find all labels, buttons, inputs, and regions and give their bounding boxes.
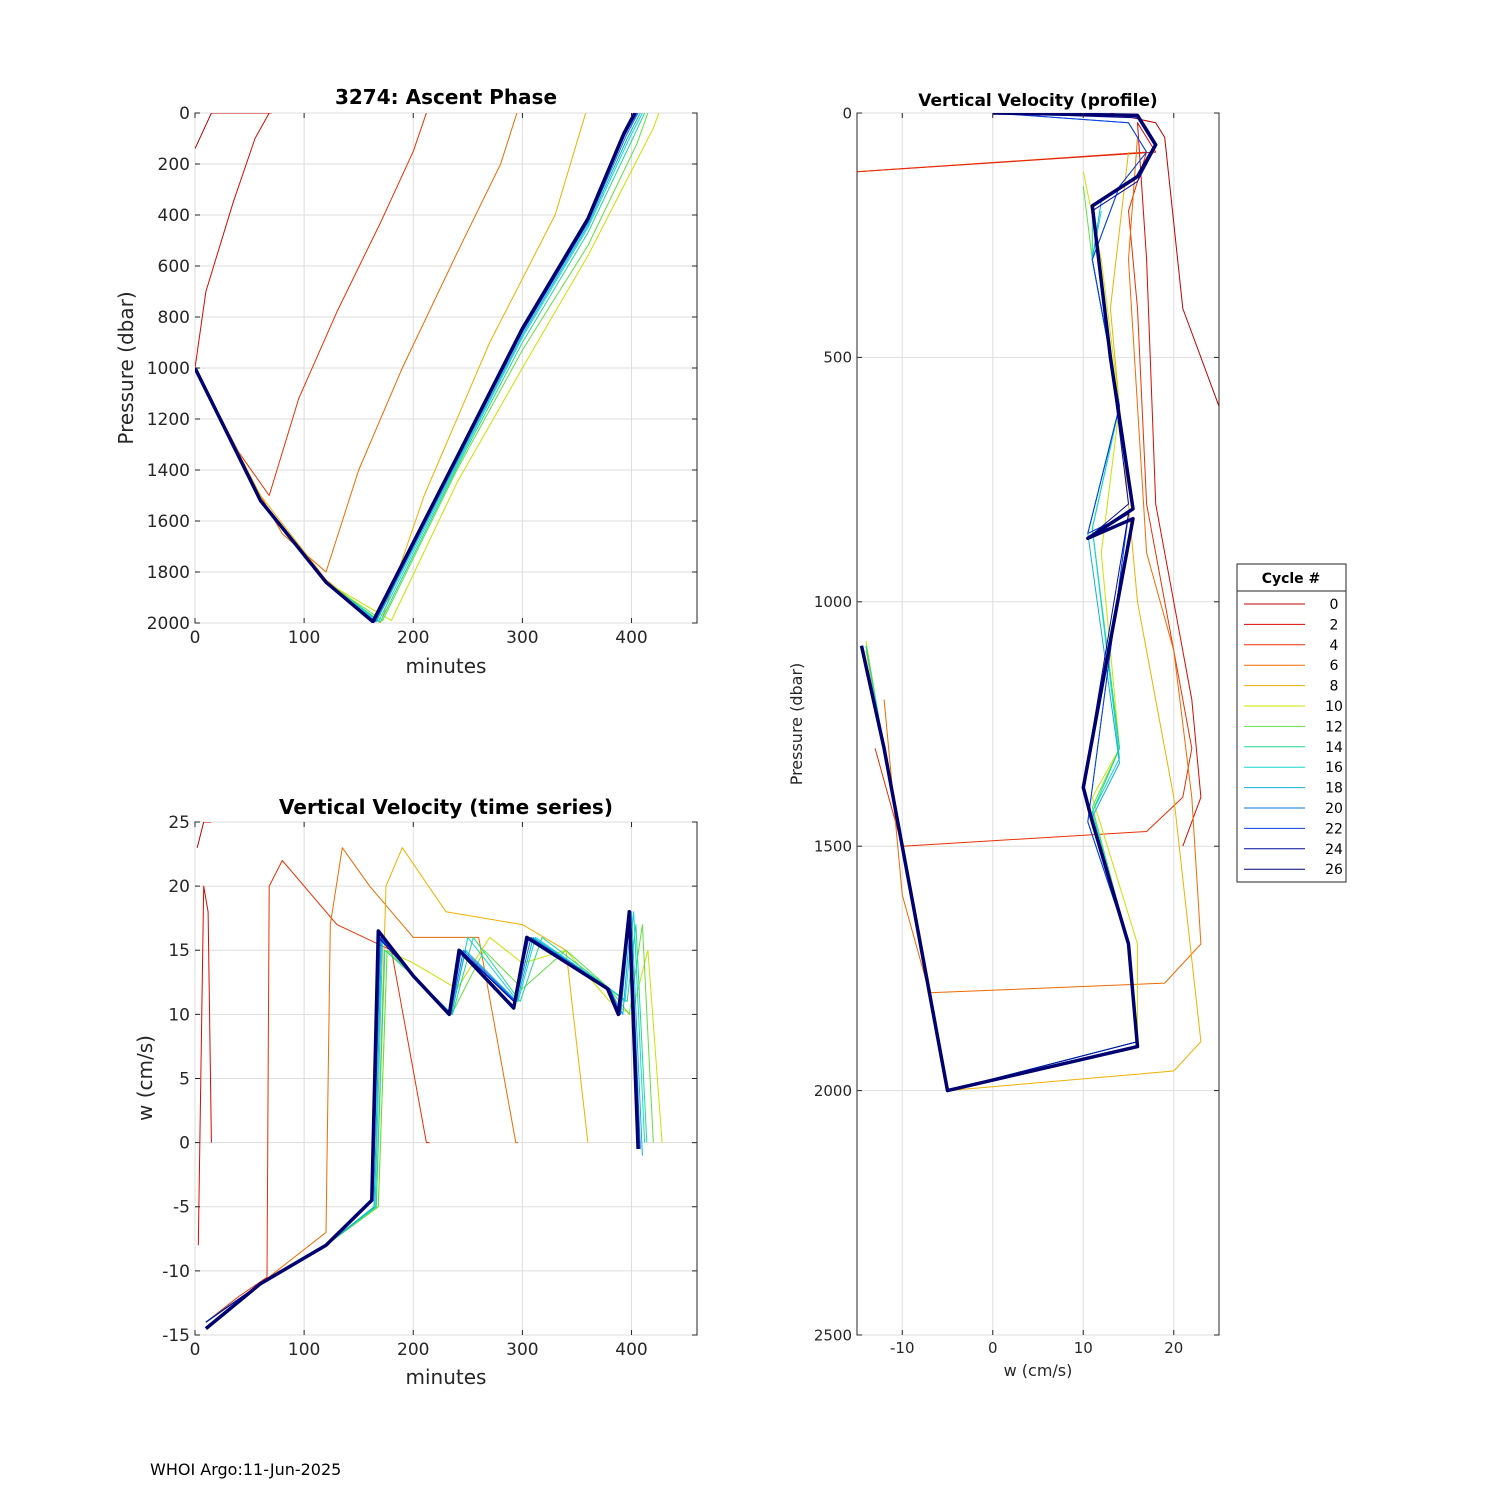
vv-time-ylabel: w (cm/s) bbox=[133, 1035, 157, 1121]
ascent-ylabel: Pressure (dbar) bbox=[114, 291, 138, 444]
x-tick-label: 0 bbox=[190, 628, 201, 648]
series-line-cycle-2 bbox=[197, 885, 212, 1246]
legend-label-cycle-6: 6 bbox=[1330, 658, 1339, 674]
ascent-tick-labels: 0 100 200 300 400 0 200 400 600 800 1000 1200 1400 16… bbox=[147, 104, 697, 648]
legend-label-cycle-16: 16 bbox=[1325, 760, 1343, 776]
x-tick-label: 300 bbox=[506, 628, 538, 648]
y-tick-label: 400 bbox=[158, 206, 190, 226]
series-line-cycle-4 bbox=[205, 860, 430, 1323]
x-tick-label: 200 bbox=[397, 1340, 429, 1360]
vv-time-series bbox=[196, 822, 663, 1330]
y-tick-label: 25 bbox=[168, 813, 190, 833]
vv-time-grid bbox=[194, 821, 697, 1336]
x-tick-label: 100 bbox=[288, 1340, 320, 1360]
x-tick-label: -10 bbox=[890, 1339, 915, 1357]
y-tick-label: 600 bbox=[158, 257, 190, 277]
legend-title: Cycle # bbox=[1262, 571, 1321, 587]
y-tick-label: 10 bbox=[168, 1005, 190, 1025]
vv-profile-tick-labels: -10 0 10 20 0 500 1000 1500 2000 2500 bbox=[814, 104, 1219, 1357]
series-line-cycle-0 bbox=[196, 822, 212, 848]
x-tick-label: 200 bbox=[397, 628, 429, 648]
series-line-cycle-26 bbox=[859, 113, 1158, 1093]
legend-label-cycle-14: 14 bbox=[1325, 740, 1343, 756]
y-tick-label: 0 bbox=[179, 1134, 190, 1154]
legend-box bbox=[1236, 563, 1347, 883]
legend-label-cycle-8: 8 bbox=[1330, 679, 1339, 695]
y-tick-label: 1400 bbox=[147, 461, 190, 481]
y-tick-label: 1800 bbox=[147, 563, 190, 583]
legend-label-cycle-24: 24 bbox=[1325, 842, 1343, 858]
vv-time-tick-labels: 0 100 200 300 400 -15 -10 -5 0 5 10 15 20 25 bbox=[162, 813, 697, 1360]
vv-profile-xlabel: w (cm/s) bbox=[1004, 1361, 1073, 1380]
y-tick-label: 1000 bbox=[147, 359, 190, 379]
y-tick-label: 15 bbox=[168, 941, 190, 961]
vv-time-title: Vertical Velocity (time series) bbox=[279, 795, 613, 819]
footer-credit: WHOI Argo:11-Jun-2025 bbox=[150, 1460, 342, 1479]
vv-profile-plot-area bbox=[856, 112, 1220, 1336]
y-tick-label: -10 bbox=[162, 1262, 190, 1282]
x-tick-label: 400 bbox=[615, 1340, 647, 1360]
y-tick-label: 0 bbox=[842, 104, 852, 122]
vv-profile-ylabel: Pressure (dbar) bbox=[787, 663, 806, 786]
series-line-cycle-6 bbox=[883, 137, 1202, 994]
y-tick-label: -15 bbox=[162, 1326, 190, 1346]
y-tick-label: 2000 bbox=[814, 1082, 852, 1100]
series-line-cycle-26 bbox=[204, 910, 640, 1330]
ascent-panel: 0 100 200 300 400 0 200 400 600 800 1000 1200 1400 16… bbox=[114, 85, 698, 678]
vv-profile-panel: -10 0 10 20 0 500 1000 1500 2000 2500 Vertical Ve… bbox=[787, 91, 1220, 1380]
y-tick-label: 0 bbox=[179, 104, 190, 124]
y-tick-label: 1600 bbox=[147, 512, 190, 532]
x-tick-label: 10 bbox=[1074, 1339, 1093, 1357]
x-tick-label: 20 bbox=[1164, 1339, 1183, 1357]
legend-label-cycle-18: 18 bbox=[1325, 781, 1343, 797]
vv-time-panel: 0 100 200 300 400 -15 -10 -5 0 5 10 15 20 25 Vertical… bbox=[133, 795, 698, 1389]
ascent-series bbox=[195, 113, 660, 623]
x-tick-label: 0 bbox=[988, 1339, 998, 1357]
legend-label-cycle-22: 22 bbox=[1325, 821, 1343, 837]
legend-label-cycle-20: 20 bbox=[1325, 801, 1343, 817]
y-tick-label: 200 bbox=[158, 155, 190, 175]
legend-label-cycle-26: 26 bbox=[1325, 862, 1343, 878]
x-tick-label: 400 bbox=[615, 628, 647, 648]
y-tick-label: -5 bbox=[173, 1198, 190, 1218]
x-tick-label: 300 bbox=[506, 1340, 538, 1360]
series-line-cycle-4 bbox=[195, 113, 427, 496]
legend-label-cycle-10: 10 bbox=[1325, 699, 1343, 715]
series-line-cycle-6 bbox=[205, 847, 518, 1323]
vv-profile-series bbox=[857, 113, 1219, 1093]
series-line-cycle-26 bbox=[195, 113, 637, 623]
x-tick-label: 100 bbox=[288, 628, 320, 648]
y-tick-label: 500 bbox=[823, 349, 852, 367]
y-tick-label: 1200 bbox=[147, 410, 190, 430]
y-tick-label: 2000 bbox=[147, 614, 190, 634]
ascent-title: 3274: Ascent Phase bbox=[335, 85, 557, 109]
series-line-cycle-2 bbox=[195, 113, 270, 369]
legend-label-cycle-0: 0 bbox=[1330, 597, 1339, 613]
y-tick-label: 20 bbox=[168, 877, 190, 897]
legend-label-cycle-12: 12 bbox=[1325, 719, 1343, 735]
legend-label-cycle-4: 4 bbox=[1330, 638, 1339, 654]
x-tick-label: 0 bbox=[190, 1340, 201, 1360]
series-line-cycle-8 bbox=[195, 113, 587, 623]
y-tick-label: 5 bbox=[179, 1069, 190, 1089]
vv-profile-title: Vertical Velocity (profile) bbox=[918, 91, 1157, 111]
vv-time-xlabel: minutes bbox=[406, 1365, 487, 1389]
y-tick-label: 2500 bbox=[814, 1326, 852, 1344]
y-tick-label: 800 bbox=[158, 308, 190, 328]
ascent-xlabel: minutes bbox=[406, 654, 487, 678]
vv-profile-grid bbox=[857, 112, 1219, 1336]
legend-label-cycle-2: 2 bbox=[1330, 617, 1339, 633]
y-tick-label: 1000 bbox=[814, 593, 852, 611]
y-tick-label: 1500 bbox=[814, 837, 852, 855]
series-line-cycle-0 bbox=[195, 113, 272, 149]
